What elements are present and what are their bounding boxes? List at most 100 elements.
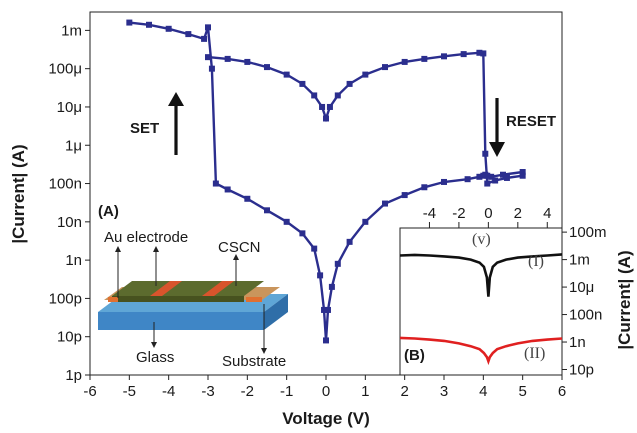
y-tick-label: 1μ <box>65 137 82 154</box>
y-tick-label: 1n <box>65 252 82 269</box>
x-tick-label: 1 <box>361 383 369 400</box>
panel-b-label: (B) <box>404 347 425 364</box>
data-point <box>126 19 133 26</box>
data-point <box>464 176 471 183</box>
data-point <box>476 49 483 56</box>
data-point <box>346 80 353 87</box>
inset-series-line-0 <box>399 253 563 297</box>
data-point <box>311 92 318 99</box>
data-point <box>244 195 251 202</box>
inset-y-axis-label: |Current| (A) <box>615 250 634 349</box>
y-tick-label: 100p <box>49 290 82 307</box>
data-point <box>382 200 388 207</box>
data-point <box>421 55 428 62</box>
data-point <box>185 31 192 38</box>
inset-x-tick-label: -2 <box>452 205 465 222</box>
data-point <box>484 180 491 187</box>
data-point <box>441 178 447 185</box>
data-point <box>334 92 341 99</box>
x-tick-label: 0 <box>322 383 330 400</box>
data-point <box>208 65 215 72</box>
y-tick-label: 100μ <box>48 61 82 78</box>
data-point <box>205 24 211 31</box>
data-point <box>480 50 487 57</box>
x-tick-label: 5 <box>518 383 526 400</box>
data-point <box>503 174 510 181</box>
substrate-label: Substrate <box>222 353 286 370</box>
data-point <box>264 64 270 71</box>
data-point <box>146 21 152 28</box>
inset-x-tick-label: -4 <box>423 205 436 222</box>
data-point <box>321 306 328 313</box>
y-tick-label: 10n <box>57 214 82 231</box>
data-point <box>460 51 467 58</box>
data-point <box>362 71 369 78</box>
y-tick-label: 10p <box>57 329 82 346</box>
data-point <box>283 71 290 78</box>
data-point <box>311 245 318 252</box>
x-tick-label: 3 <box>440 383 448 400</box>
device-schematic <box>98 246 288 354</box>
set-label: SET <box>130 120 159 137</box>
inset-y-tick-label: 100m <box>569 224 607 241</box>
data-point <box>476 173 483 180</box>
data-point <box>326 103 333 110</box>
set-arrow-icon <box>168 92 184 155</box>
inset-series-line-1 <box>399 336 563 366</box>
data-point <box>334 260 341 267</box>
y-tick-label: 100n <box>49 176 82 193</box>
data-point <box>212 180 219 187</box>
data-point <box>224 55 231 62</box>
data-point <box>441 53 447 60</box>
data-point <box>362 218 369 225</box>
reset-arrow-icon <box>489 98 505 157</box>
y-axis-label: |Current| (A) <box>9 144 28 243</box>
inset-series-group <box>399 253 563 366</box>
cscn-label: CSCN <box>218 239 261 256</box>
data-point <box>224 186 231 193</box>
inset-y-tick-label: 1m <box>569 252 590 269</box>
data-point <box>488 173 495 180</box>
panel-a-label: (A) <box>98 203 119 220</box>
inset-series-ii-label: (II) <box>524 345 545 362</box>
data-point <box>382 64 388 71</box>
inset-v-label: (v) <box>472 231 491 248</box>
data-point <box>519 169 526 176</box>
data-point <box>324 306 331 313</box>
data-point <box>299 230 306 237</box>
data-point <box>317 272 324 279</box>
x-tick-label: -2 <box>241 383 254 400</box>
data-point <box>205 54 211 61</box>
main-axes: -6 -5 -4 -3 -2 -1 0 1 2 3 4 5 6 1p 10p 100p 1n 10n 100n 1μ 1… <box>48 22 566 400</box>
data-point <box>421 184 428 191</box>
inset-x-tick-label: 2 <box>514 205 522 222</box>
inset-y-tick-label: 10μ <box>569 279 594 296</box>
glass-label: Glass <box>136 349 174 366</box>
data-point <box>201 35 208 42</box>
data-point <box>492 177 499 184</box>
data-point <box>244 58 251 65</box>
x-tick-label: -6 <box>83 383 96 400</box>
data-point <box>346 238 353 245</box>
x-tick-label: 6 <box>558 383 566 400</box>
data-point <box>401 58 408 65</box>
data-point <box>519 172 526 179</box>
main-series-group <box>126 19 526 344</box>
inset-axes: -4 -2 0 2 4 100m 1m 10μ 100n 1n 10p <box>423 205 607 379</box>
y-tick-label: 1p <box>65 367 82 384</box>
x-tick-label: -4 <box>162 383 175 400</box>
x-tick-label: 4 <box>479 383 487 400</box>
y-tick-label: 10μ <box>57 99 82 116</box>
inset-y-tick-label: 100n <box>569 307 602 324</box>
x-tick-label: -1 <box>280 383 293 400</box>
data-point <box>283 218 290 225</box>
inset-series-i-label: (I) <box>528 253 544 270</box>
au-electrode-label: Au electrode <box>104 229 188 246</box>
y-tick-label: 1m <box>61 22 82 39</box>
data-point <box>319 103 326 110</box>
data-point <box>401 192 408 199</box>
data-point <box>323 337 329 344</box>
data-point <box>165 25 172 32</box>
inset-x-tick-label: 0 <box>484 205 492 222</box>
